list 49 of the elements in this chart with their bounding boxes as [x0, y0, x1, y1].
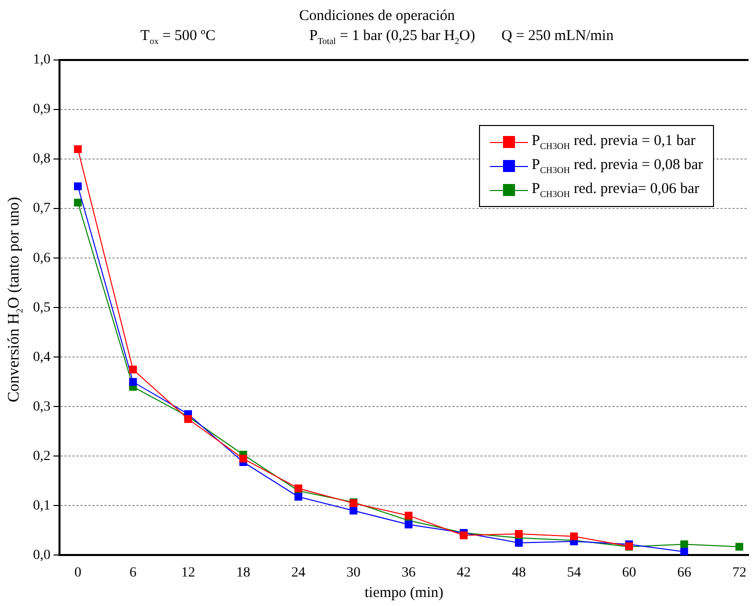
point: [74, 198, 82, 207]
point: [680, 548, 688, 556]
y-tick-label: 0,0: [33, 548, 50, 563]
x-tick-label: 48: [512, 565, 526, 580]
legend-label: P$_{CH3OH}$ red. previa = 0,1 bar: [532, 133, 696, 151]
point: [129, 378, 137, 386]
chart-subtitle: T$_{ox}$ = 500 ºC P$_{Total}$ = 1 bar (0,25 bar H$_{2}$O) Q = 250 mLN/min: [139, 28, 615, 46]
point: [570, 532, 578, 540]
y-tick-label: 0,8: [33, 152, 50, 167]
point: [514, 530, 523, 538]
legend-label: P$_{CH3OH}$ red. previa = 0,08 bar: [532, 157, 703, 175]
y-tick-label: 0,3: [33, 399, 50, 414]
point: [294, 492, 302, 501]
x-tick-label: 66: [677, 565, 692, 580]
x-tick-label: 60: [622, 565, 636, 580]
x-tick-label: 6: [129, 565, 136, 580]
x-tick-label: 36: [402, 565, 416, 580]
y-tick-label: 0,1: [33, 498, 50, 514]
point: [239, 454, 248, 463]
x-tick-label: 54: [566, 565, 581, 580]
point: [404, 512, 412, 520]
x-axis-title: tiempo (min): [364, 584, 444, 601]
point: [74, 145, 82, 154]
point: [514, 538, 523, 547]
point: [460, 532, 468, 540]
x-tick-label: 18: [236, 565, 250, 580]
point: [404, 520, 412, 528]
x-tick-label: 42: [456, 565, 471, 580]
point: [74, 182, 82, 190]
x-tick-label: 30: [346, 565, 360, 580]
chart-title: Condiciones de operación: [298, 8, 456, 25]
y-tick-label: 1,0: [33, 52, 50, 68]
y-tick-label: 0,2: [33, 448, 50, 464]
y-tick-label: 0,5: [33, 300, 50, 316]
y-tick-label: 0,9: [33, 102, 50, 118]
x-tick-label: 24: [291, 565, 306, 580]
y-tick-label: 0,4: [33, 350, 50, 365]
x-tick-label: 72: [732, 565, 746, 580]
legend-label: P$_{CH3OH}$ red. previa= 0,06 bar: [532, 181, 700, 199]
point: [129, 366, 137, 374]
y-tick-label: 0,7: [33, 201, 50, 216]
point: [294, 484, 302, 492]
point: [735, 542, 744, 551]
x-tick-label: 12: [181, 565, 196, 580]
x-tick-label: 0: [74, 565, 82, 580]
point: [680, 540, 688, 548]
point: [350, 506, 358, 515]
point: [184, 415, 192, 423]
y-tick-label: 0,6: [33, 250, 50, 266]
